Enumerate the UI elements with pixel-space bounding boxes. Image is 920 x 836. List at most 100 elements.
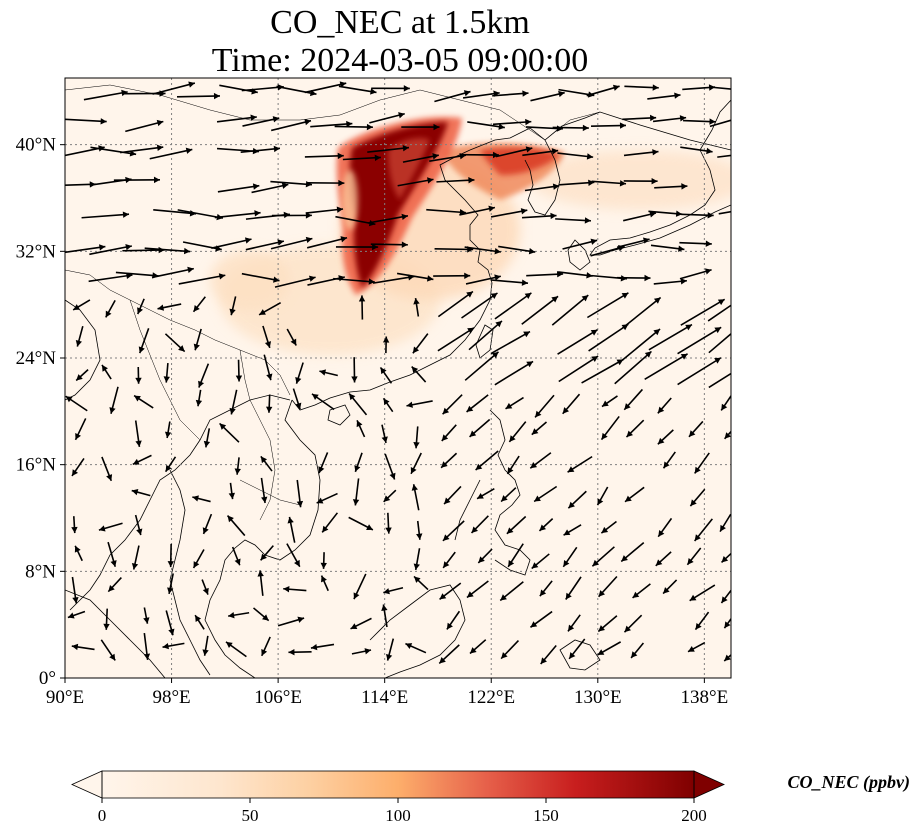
- wind-arrow: [383, 586, 404, 595]
- wind-arrow: [260, 477, 268, 504]
- wind-arrow: [720, 589, 731, 604]
- wind-arrow: [694, 518, 713, 542]
- wind-arrow: [71, 516, 78, 534]
- wind-arrow: [600, 520, 617, 534]
- wind-arrow: [228, 611, 250, 619]
- x-tick-label: 130°E: [574, 687, 622, 708]
- wind-arrow: [648, 210, 683, 217]
- wind-arrow: [251, 182, 289, 194]
- wind-arrow: [319, 369, 338, 377]
- concentration-field: [210, 116, 731, 355]
- wind-arrow: [531, 553, 550, 570]
- wind-arrow: [352, 478, 360, 506]
- wind-arrow: [694, 452, 710, 474]
- wind-arrow: [653, 278, 687, 285]
- wind-arrow: [320, 552, 327, 569]
- wind-arrow: [101, 456, 113, 482]
- wind-arrow: [385, 638, 395, 661]
- wind-arrow: [623, 177, 658, 185]
- wind-arrow: [559, 179, 595, 186]
- colorbar-extend-max: [693, 770, 725, 799]
- wind-arrow: [167, 573, 174, 595]
- wind-arrow: [530, 90, 565, 102]
- wind-arrow: [588, 323, 629, 352]
- wind-arrow: [434, 90, 471, 103]
- wind-arrow: [75, 369, 89, 382]
- wind-arrow: [167, 543, 175, 568]
- wind-arrow: [81, 211, 130, 219]
- wind-arrow: [476, 488, 495, 500]
- wind-arrow: [562, 238, 598, 250]
- wind-arrow: [443, 485, 462, 505]
- wind-arrow: [723, 653, 731, 662]
- wind-arrow: [396, 272, 434, 282]
- wind-arrow: [568, 638, 586, 660]
- wind-arrow: [551, 294, 589, 326]
- wind-arrow: [235, 359, 243, 382]
- wind-arrow: [433, 272, 471, 279]
- wind-arrow: [270, 119, 312, 132]
- wind-arrow: [591, 546, 615, 567]
- wind-arrow: [686, 547, 702, 566]
- wind-arrow: [384, 453, 396, 480]
- wind-arrow: [477, 548, 493, 564]
- wind-arrow: [689, 584, 716, 602]
- wind-arrow: [534, 394, 555, 418]
- wind-arrow: [623, 149, 659, 157]
- wind-arrow: [262, 325, 272, 349]
- wind-vectors: [65, 81, 731, 665]
- wind-arrow: [292, 388, 302, 410]
- colorbar: 0 50 100 150 200 CO_NEC (ppbv): [71, 770, 910, 825]
- wind-arrow: [719, 513, 731, 533]
- wind-arrow: [600, 415, 620, 441]
- wind-arrow: [500, 639, 520, 660]
- wind-arrow: [630, 642, 645, 659]
- wind-arrow: [164, 456, 177, 473]
- wind-arrow: [522, 148, 559, 157]
- wind-arrow: [506, 455, 520, 475]
- wind-arrow: [131, 489, 151, 497]
- wind-arrow: [350, 617, 372, 630]
- wind-arrow: [354, 452, 363, 473]
- wind-arrow: [101, 364, 112, 380]
- wind-arrow: [370, 241, 408, 248]
- wind-arrow: [240, 145, 281, 153]
- wind-arrow: [680, 146, 713, 155]
- wind-arrow: [508, 421, 527, 443]
- wind-arrow: [567, 455, 593, 473]
- wind-arrow: [334, 123, 373, 131]
- map-frame: [64, 77, 732, 679]
- wind-arrow: [202, 513, 213, 535]
- wind-arrow: [413, 548, 421, 571]
- wind-arrow: [601, 395, 618, 408]
- wind-arrow: [89, 244, 133, 256]
- wind-arrow: [657, 429, 674, 445]
- wind-arrow: [178, 273, 226, 285]
- wind-arrow: [287, 516, 296, 543]
- wind-arrow: [461, 292, 498, 319]
- plume-northeast-core: [480, 147, 560, 176]
- wind-arrow: [260, 455, 273, 472]
- wind-arrow: [490, 279, 529, 286]
- wind-arrow: [260, 545, 274, 561]
- wind-arrow: [540, 644, 557, 665]
- wind-arrow: [135, 367, 142, 384]
- wind-arrow: [367, 145, 410, 153]
- wind-arrow: [681, 212, 714, 219]
- wind-arrow: [677, 326, 722, 355]
- wind-arrow: [623, 614, 643, 633]
- map-title: CO_NEC at 1.5km: [270, 4, 530, 41]
- wind-arrow: [538, 518, 554, 532]
- y-axis: 0° 8°N 16°N 24°N 32°N 40°N: [16, 135, 65, 689]
- colorbar-tick-label: 50: [242, 806, 259, 825]
- wind-arrow: [152, 81, 196, 95]
- wind-arrow: [109, 386, 119, 414]
- wind-arrow: [622, 114, 657, 122]
- wind-arrow: [469, 418, 491, 438]
- wind-arrow: [320, 575, 329, 592]
- y-tick-label: 32°N: [16, 241, 57, 262]
- wind-arrow: [567, 614, 581, 632]
- wind-arrow: [650, 244, 685, 252]
- wind-arrow: [623, 211, 657, 222]
- wind-arrow: [469, 639, 487, 655]
